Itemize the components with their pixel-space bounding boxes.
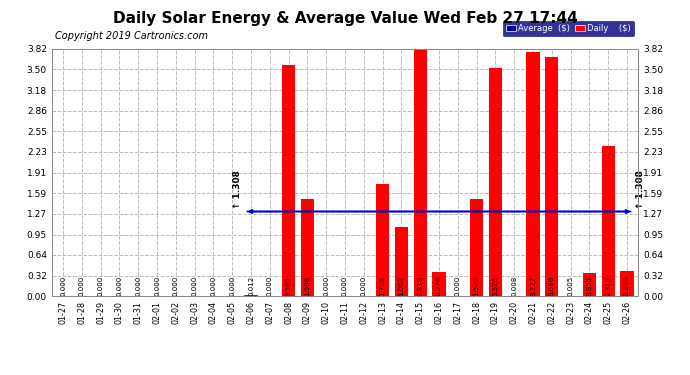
Text: 0.355: 0.355: [586, 276, 593, 296]
Legend: Average  ($), Daily    ($): Average ($), Daily ($): [502, 21, 634, 36]
Text: 0.000: 0.000: [117, 276, 122, 296]
Text: 0.000: 0.000: [342, 276, 348, 296]
Bar: [620, 271, 633, 296]
Text: 2.313: 2.313: [605, 276, 611, 296]
Bar: [433, 272, 446, 296]
Text: ↑ 1.308: ↑ 1.308: [635, 170, 644, 209]
Text: 1.728: 1.728: [380, 276, 386, 296]
Bar: [489, 68, 502, 296]
Text: ↑ 1.308: ↑ 1.308: [233, 170, 242, 209]
Bar: [395, 227, 408, 296]
Text: 0.000: 0.000: [97, 276, 104, 296]
Bar: [602, 146, 615, 296]
Bar: [470, 199, 483, 296]
Bar: [282, 65, 295, 296]
Text: 0.000: 0.000: [154, 276, 160, 296]
Text: 0.005: 0.005: [568, 276, 573, 296]
Text: 0.012: 0.012: [248, 276, 254, 296]
Text: 3.526: 3.526: [493, 276, 498, 296]
Text: 1.500: 1.500: [473, 276, 480, 296]
Text: Daily Solar Energy & Average Value Wed Feb 27 17:44: Daily Solar Energy & Average Value Wed F…: [112, 11, 578, 26]
Text: 0.000: 0.000: [135, 276, 141, 296]
Text: 3.819: 3.819: [417, 276, 423, 296]
Text: 0.000: 0.000: [267, 276, 273, 296]
Text: Copyright 2019 Cartronics.com: Copyright 2019 Cartronics.com: [55, 32, 208, 41]
Text: 0.000: 0.000: [210, 276, 217, 296]
Text: 0.000: 0.000: [79, 276, 85, 296]
Text: 1.063: 1.063: [398, 276, 404, 296]
Text: 0.000: 0.000: [60, 276, 66, 296]
Bar: [376, 184, 389, 296]
Text: 0.000: 0.000: [361, 276, 367, 296]
Text: 0.000: 0.000: [172, 276, 179, 296]
Text: 0.393: 0.393: [624, 276, 630, 296]
Bar: [526, 51, 540, 296]
Text: 0.378: 0.378: [436, 276, 442, 296]
Bar: [301, 198, 314, 296]
Text: 0.000: 0.000: [455, 276, 461, 296]
Text: 1.508: 1.508: [304, 276, 310, 296]
Text: 0.000: 0.000: [323, 276, 329, 296]
Text: 0.000: 0.000: [229, 276, 235, 296]
Text: 0.000: 0.000: [192, 276, 197, 296]
Text: 3.686: 3.686: [549, 276, 555, 296]
Bar: [583, 273, 596, 296]
Text: 3.565: 3.565: [286, 276, 292, 296]
Text: 3.777: 3.777: [530, 276, 536, 296]
Text: 0.008: 0.008: [511, 276, 518, 296]
Bar: [545, 57, 558, 296]
Bar: [413, 49, 427, 296]
